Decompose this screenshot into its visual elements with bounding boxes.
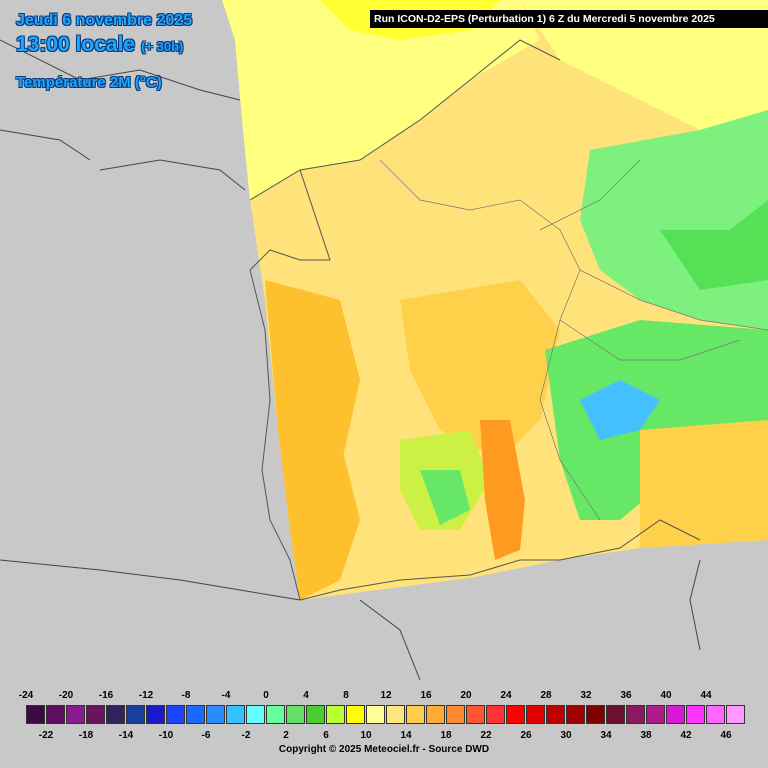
legend-swatch [486,705,505,724]
legend-tick-bottom: -18 [78,730,94,741]
legend-swatch [586,705,605,724]
legend-swatch [686,705,705,724]
legend-tick-top: -24 [18,690,34,701]
zone-alps-blue [580,380,660,440]
legend-swatch [106,705,125,724]
legend-tick-bottom: 30 [560,730,572,741]
zone-rhone-hot [480,420,525,560]
legend-tick-bottom: -14 [118,730,134,741]
forecast-date: Jeudi 6 novembre 2025 [16,12,193,29]
zone-green-dark [660,200,768,290]
legend-tick-bottom: -22 [38,730,54,741]
parameter-label: Température 2M (°C) [16,74,162,91]
run-label: Run ICON-D2-EPS (Perturbation 1) 6 Z du … [370,10,768,28]
legend-tick-bottom: 14 [400,730,412,741]
legend-swatch [466,705,485,724]
zone-southwest [290,430,360,600]
legend-swatch [706,705,725,724]
legend-swatch [526,705,545,724]
legend-tick-bottom: 34 [600,730,612,741]
legend-tick-bottom: -2 [241,730,251,741]
legend-tick-top: -8 [181,690,191,701]
legend-swatch [126,705,145,724]
legend-swatch [606,705,625,724]
legend-tick-top: -16 [98,690,114,701]
legend-tick-top: -4 [221,690,231,701]
lead-time: (+ 30h) [141,39,184,54]
legend-swatch [406,705,425,724]
uk-coast [0,39,246,191]
borders [379,159,768,521]
zone-warm-central [400,280,560,460]
legend-tick-top: 16 [420,690,432,701]
legend-swatch [386,705,405,724]
legend-tick-top: 40 [660,690,672,701]
legend-tick-bottom: 6 [323,730,329,741]
legend-tick-top: 36 [620,690,632,701]
legend-swatch [206,705,225,724]
legend-swatch [566,705,585,724]
legend-tick-top: 0 [263,690,269,701]
legend-swatch [86,705,105,724]
forecast-time: 13:00 locale (+ 30h) [16,33,183,57]
legend-tick-bottom: 42 [680,730,692,741]
zone-cool-north [222,0,540,200]
legend-swatch [46,705,65,724]
legend-tick-top: 44 [700,690,712,701]
legend-swatch [366,705,385,724]
legend-swatch [226,705,245,724]
legend-tick-bottom: 26 [520,730,532,741]
legend-tick-top: -20 [58,690,74,701]
legend-tick-bottom: 10 [360,730,372,741]
legend-swatch [246,705,265,724]
legend-swatch [626,705,645,724]
legend-swatch [426,705,445,724]
legend-swatch [666,705,685,724]
legend-swatch [446,705,465,724]
legend-tick-top: 8 [343,690,349,701]
legend-tick-top: 20 [460,690,472,701]
legend-swatch [506,705,525,724]
legend-swatch [166,705,185,724]
legend-swatch [546,705,565,724]
legend-tick-bottom: 2 [283,730,289,741]
legend-swatch [186,705,205,724]
copyright: Copyright © 2025 Meteociel.fr - Source D… [278,744,490,755]
legend-swatch [326,705,345,724]
legend-swatch [266,705,285,724]
legend-tick-top: 24 [500,690,512,701]
legend-tick-bottom: -6 [201,730,211,741]
legend-tick-bottom: 18 [440,730,452,741]
legend-tick-top: 4 [303,690,309,701]
legend-tick-top: 28 [540,690,552,701]
zone-alps-yellow [640,420,768,548]
legend-swatch [286,705,305,724]
legend-tick-bottom: 46 [720,730,732,741]
local-time: 13:00 locale [16,33,136,56]
legend-swatch [26,705,45,724]
zone-massif-green [420,470,470,525]
coastline [249,39,701,601]
legend-swatch [646,705,665,724]
legend-tick-top: -12 [138,690,154,701]
legend-tick-bottom: 22 [480,730,492,741]
color-legend [0,680,768,768]
zone-cool-netherlands [520,0,768,130]
legend-tick-top: 32 [580,690,592,701]
legend-tick-bottom: -10 [158,730,174,741]
legend-swatch [346,705,365,724]
legend-tick-top: 12 [380,690,392,701]
legend-swatch [66,705,85,724]
legend-swatch [306,705,325,724]
legend-swatch [146,705,165,724]
legend-tick-bottom: 38 [640,730,652,741]
legend-swatch [726,705,745,724]
